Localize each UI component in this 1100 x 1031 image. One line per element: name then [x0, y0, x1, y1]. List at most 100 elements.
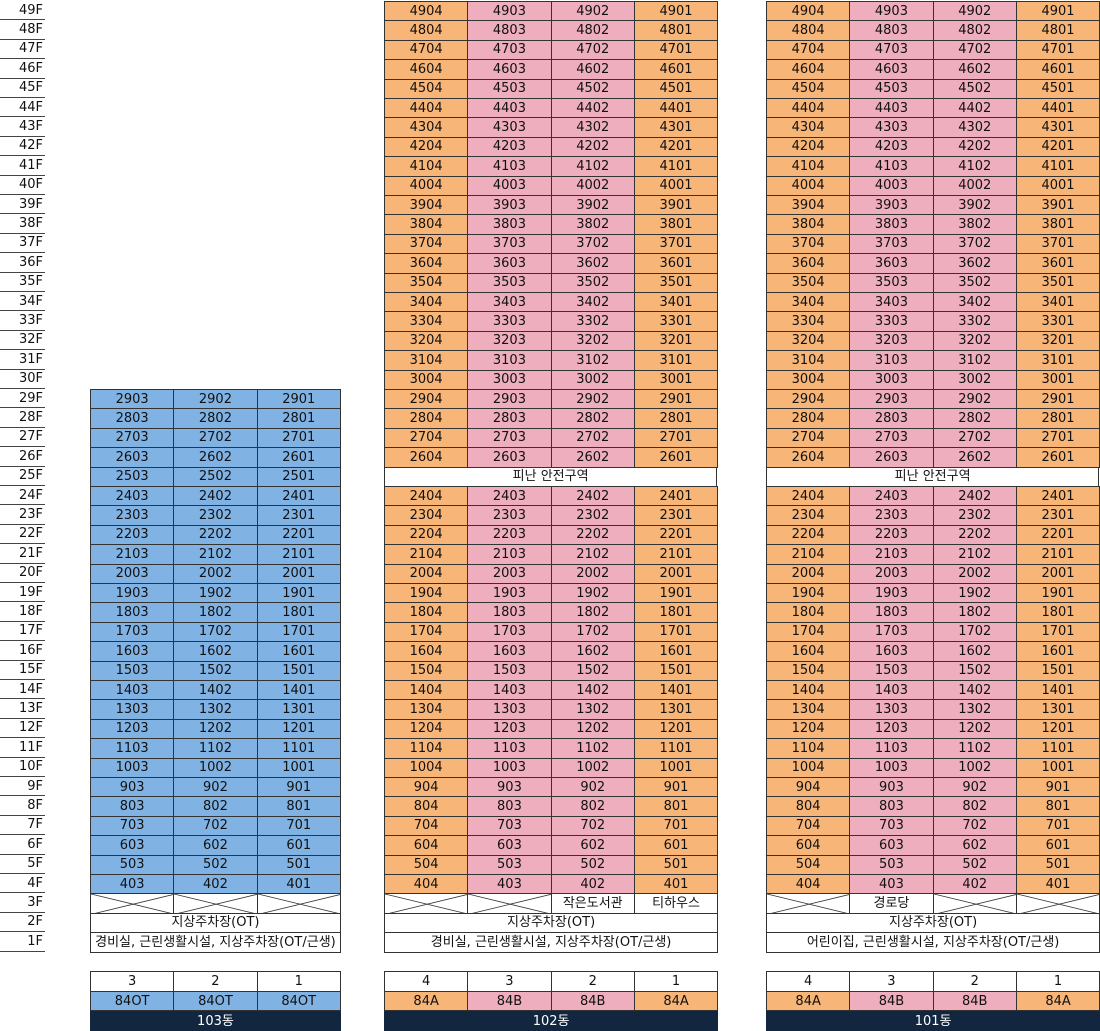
unit-cell: 2103 [90, 544, 175, 565]
unit-cell: 403 [849, 874, 934, 895]
unit-cell: 1404 [384, 680, 469, 701]
floor-label: 11F [0, 738, 45, 758]
unit-cell: 3603 [467, 253, 552, 274]
floor-label: 32F [0, 331, 45, 351]
floor-label: 36F [0, 253, 45, 273]
unit-cell: 3502 [932, 272, 1017, 293]
unit-cell: 701 [1015, 815, 1100, 837]
unit-type-cell: 84OT [173, 991, 258, 1011]
floor-label: 48F [0, 20, 45, 40]
unit-cell: 1802 [932, 602, 1017, 623]
unit-cell: 4804 [384, 20, 469, 41]
floor-label: 27F [0, 428, 45, 448]
unit-cell: 2101 [633, 544, 719, 565]
floor-label: 28F [0, 408, 45, 428]
line-number-cell: 2 [173, 971, 258, 992]
unit-cell: 803 [467, 796, 552, 817]
floor-label: 46F [0, 59, 45, 79]
unit-cell: 4503 [467, 78, 552, 99]
unit-cell: 801 [633, 796, 719, 817]
unit-cell: 1204 [766, 718, 851, 740]
unit-cell: 2403 [90, 486, 175, 507]
unit-cell: 1602 [550, 641, 635, 662]
unit-cell: 3102 [932, 350, 1017, 371]
unit-cell: 3602 [550, 253, 635, 274]
unit-cell: 2903 [467, 389, 552, 410]
unit-cell: 1701 [633, 621, 719, 643]
building-name-bar: 101동 [766, 1011, 1100, 1031]
line-number-cell: 4 [766, 971, 851, 992]
unit-cell: 504 [384, 854, 469, 875]
unit-cell: 3404 [384, 292, 469, 313]
unit-cell: 1901 [1015, 583, 1100, 604]
unit-cell: 1902 [932, 583, 1017, 604]
floor-label: 30F [0, 370, 45, 389]
unit-cell: 4004 [766, 175, 851, 196]
unit-cell: 3803 [849, 214, 934, 235]
unit-cell: 504 [766, 854, 851, 875]
unit-cell: 1701 [256, 621, 341, 643]
floor-label: 5F [0, 855, 45, 874]
unit-cell: 4504 [384, 78, 469, 99]
unit-cell: 4404 [766, 98, 851, 119]
unit-cell: 2201 [256, 524, 341, 546]
unit-cell: 2703 [849, 427, 934, 449]
unit-cell: 2704 [766, 427, 851, 449]
unit-cell: 3102 [550, 350, 635, 371]
unit-cell: 3103 [849, 350, 934, 371]
unit-cell: 2201 [1015, 524, 1100, 546]
unit-cell: 2204 [766, 524, 851, 546]
unit-cell: 3204 [766, 330, 851, 352]
unit-cell: 401 [256, 874, 341, 895]
unit-cell: 4304 [384, 117, 469, 138]
unit-cell: 3104 [766, 350, 851, 371]
unit-cell: 1103 [849, 738, 934, 759]
unit-cell: 4303 [849, 117, 934, 138]
unit-cell: 903 [90, 777, 175, 798]
floor-label: 18F [0, 602, 45, 622]
floor-label: 16F [0, 641, 45, 661]
unit-cell: 1102 [550, 738, 635, 759]
unit-cell: 3404 [766, 292, 851, 313]
unit-cell: 3502 [550, 272, 635, 293]
unit-cell: 2304 [766, 505, 851, 526]
unit-cell: 2001 [256, 563, 341, 584]
unit-cell: 3503 [849, 272, 934, 293]
floor-label: 12F [0, 719, 45, 739]
unused-cell [173, 893, 258, 914]
unit-cell: 3801 [633, 214, 719, 235]
unit-cell: 1303 [90, 699, 175, 720]
unit-cell: 4704 [766, 39, 851, 61]
unit-cell: 1304 [384, 699, 469, 720]
unit-cell: 1502 [173, 660, 258, 681]
unit-cell: 2902 [932, 389, 1017, 410]
unit-cell: 2502 [173, 466, 258, 487]
floor-label: 4F [0, 874, 45, 894]
floor-label: 38F [0, 214, 45, 234]
unit-cell: 1401 [256, 680, 341, 701]
unit-cell: 4502 [550, 78, 635, 99]
unit-cell: 4602 [932, 59, 1017, 80]
unit-cell: 1303 [849, 699, 934, 720]
unused-cell [256, 893, 341, 914]
unit-cell: 2301 [633, 505, 719, 526]
unit-cell: 1801 [1015, 602, 1100, 623]
floor-label: 19F [0, 583, 45, 603]
unit-cell: 3901 [1015, 195, 1100, 216]
unit-type-cell: 84A [633, 991, 719, 1011]
unit-cell: 1702 [932, 621, 1017, 643]
unit-cell: 4901 [633, 1, 719, 22]
unit-cell: 4302 [550, 117, 635, 138]
unit-cell: 704 [766, 815, 851, 837]
unit-type-cell: 84B [849, 991, 934, 1011]
unit-cell: 1504 [384, 660, 469, 681]
unit-cell: 1202 [550, 718, 635, 740]
unit-cell: 2802 [173, 408, 258, 429]
unit-cell: 2804 [766, 408, 851, 429]
unit-cell: 501 [1015, 854, 1100, 875]
unit-cell: 2203 [849, 524, 934, 546]
unit-cell: 1901 [256, 583, 341, 604]
unit-cell: 1004 [384, 757, 469, 778]
unit-cell: 2501 [256, 466, 341, 487]
unit-cell: 1402 [932, 680, 1017, 701]
